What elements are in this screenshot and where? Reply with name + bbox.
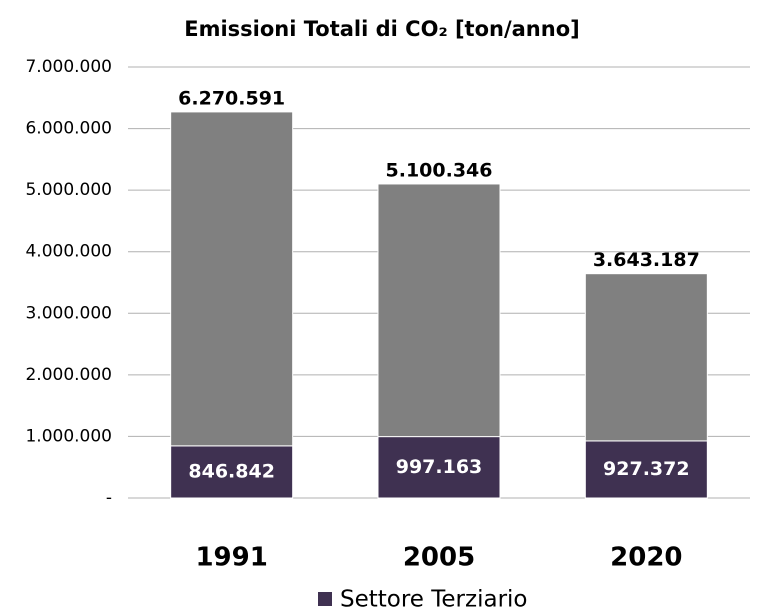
y-tick-label: - — [106, 488, 112, 508]
x-tick-label: 2005 — [403, 543, 475, 573]
bar-segment — [584, 273, 708, 442]
legend-label: Settore Terziario — [340, 587, 528, 611]
x-tick-label: 1991 — [195, 543, 267, 573]
total-label: 6.270.591 — [178, 87, 285, 109]
bar-segment — [377, 436, 501, 499]
value-label: 846.842 — [188, 460, 275, 482]
bar-segment — [584, 440, 708, 499]
y-tick-label: 7.000.000 — [25, 57, 112, 77]
legend-swatch — [318, 592, 332, 606]
total-label: 5.100.346 — [386, 159, 493, 181]
bar-segment — [170, 445, 294, 499]
value-label: 997.163 — [396, 456, 483, 478]
bar-segment — [377, 183, 501, 438]
y-tick-label: 5.000.000 — [25, 180, 112, 200]
chart-title: Emissioni Totali di CO₂ [ton/anno] — [184, 17, 579, 41]
y-tick-label: 4.000.000 — [25, 242, 112, 262]
y-tick-label: 2.000.000 — [25, 365, 112, 385]
total-label: 3.643.187 — [593, 249, 700, 271]
bar-segment — [170, 111, 294, 447]
x-tick-label: 2020 — [610, 543, 682, 573]
y-tick-label: 1.000.000 — [25, 426, 112, 446]
value-label: 927.372 — [603, 458, 690, 480]
y-tick-label: 6.000.000 — [25, 119, 112, 139]
y-tick-label: 3.000.000 — [25, 303, 112, 323]
